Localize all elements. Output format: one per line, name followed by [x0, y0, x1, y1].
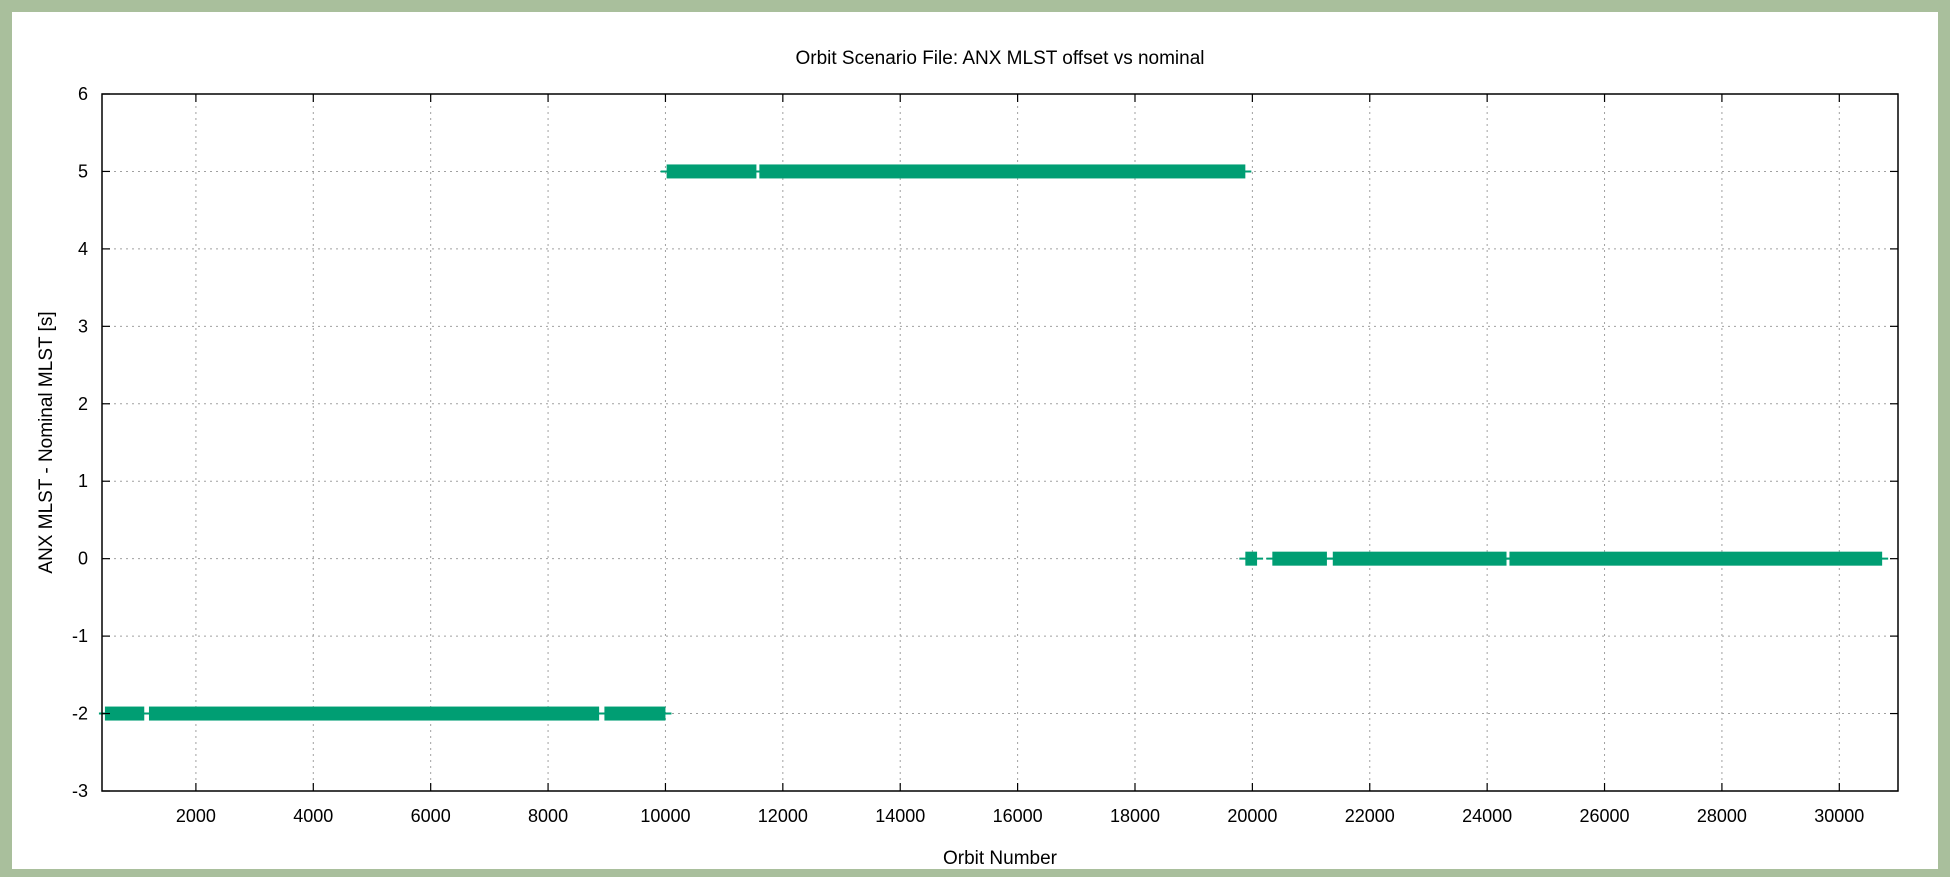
x-tick-label: 18000 [1110, 806, 1160, 826]
y-tick-label: -3 [72, 781, 88, 801]
data-segment [759, 164, 1246, 179]
y-tick-label: 2 [78, 394, 88, 414]
y-axis-label: ANX MLST - Nominal MLST [s] [36, 311, 57, 573]
data-segment [1332, 551, 1507, 566]
data-segment [1245, 551, 1258, 566]
x-tick-label: 16000 [993, 806, 1043, 826]
data-series [98, 164, 1889, 721]
x-tick-label: 6000 [411, 806, 451, 826]
axis-ticks: 2000 4000 6000 8000 10000 12000 14000 16000 1800… [72, 84, 1898, 826]
data-segment [104, 706, 145, 721]
data-segment [1509, 551, 1883, 566]
x-tick-label: 28000 [1697, 806, 1747, 826]
data-segment [148, 706, 600, 721]
y-tick-label: 6 [78, 84, 88, 104]
x-tick-label: 22000 [1345, 806, 1395, 826]
x-tick-label: 4000 [293, 806, 333, 826]
x-tick-label: 10000 [640, 806, 690, 826]
x-tick-label: 26000 [1580, 806, 1630, 826]
y-tick-label: -2 [72, 704, 88, 724]
x-tick-label: 14000 [875, 806, 925, 826]
chart-title: Orbit Scenario File: ANX MLST offset vs … [795, 48, 1204, 69]
data-segment [604, 706, 666, 721]
y-tick-label: 0 [78, 549, 88, 569]
plot-area-border [101, 93, 1899, 792]
grid [102, 94, 1898, 791]
y-tick-label: 4 [78, 239, 88, 259]
y-tick-label: 1 [78, 471, 88, 491]
y-tick-label: 5 [78, 161, 88, 181]
x-tick-label: 12000 [758, 806, 808, 826]
data-segment [666, 164, 757, 179]
x-tick-label: 8000 [528, 806, 568, 826]
y-tick-label: 3 [78, 316, 88, 336]
x-tick-label: 2000 [176, 806, 216, 826]
x-tick-label: 24000 [1462, 806, 1512, 826]
x-axis-label: Orbit Number [943, 848, 1058, 869]
data-segment [1272, 551, 1327, 566]
x-tick-label: 30000 [1814, 806, 1864, 826]
y-tick-label: -1 [72, 626, 88, 646]
x-tick-label: 20000 [1227, 806, 1277, 826]
